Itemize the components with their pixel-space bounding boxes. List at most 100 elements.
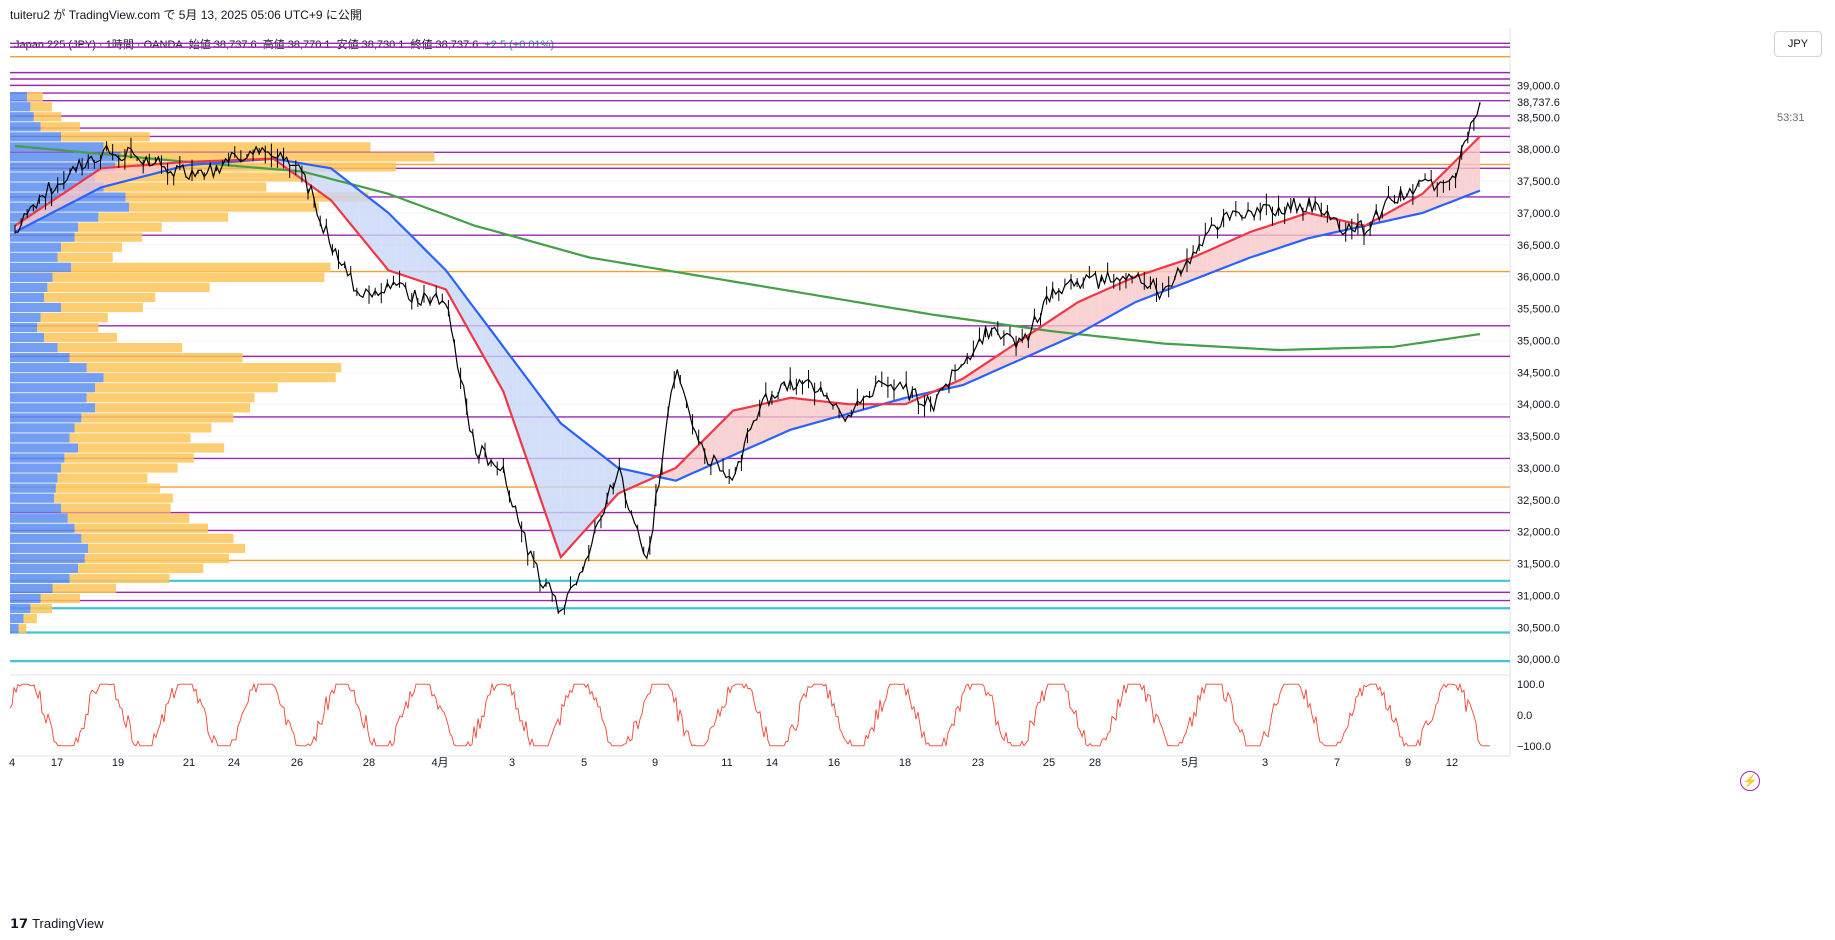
ma-fill-segment <box>769 401 777 440</box>
time-tick-label: 25 <box>1043 757 1055 769</box>
volume-profile-down-bar <box>61 302 143 313</box>
ma-fill-segment <box>488 327 497 379</box>
ma-fill-segment <box>1458 150 1466 199</box>
time-tick-label: 7 <box>1334 757 1340 769</box>
volume-profile-up-bar <box>10 613 24 624</box>
close-value: 38,737.6 <box>435 39 479 51</box>
volume-profile-up-bar <box>10 373 104 383</box>
ma-fill-segment <box>1077 298 1086 335</box>
ma-fill-segment <box>567 428 576 550</box>
time-tick-label: 24 <box>228 757 240 769</box>
ma-fill-segment <box>546 404 554 537</box>
volume-profile-up-bar <box>10 122 41 132</box>
ma-fill-segment <box>496 337 504 392</box>
ma-fill-segment <box>481 318 489 366</box>
volume-profile-down-bar <box>54 493 173 503</box>
volume-profile-down-bar <box>95 403 250 413</box>
low-label: 安値 <box>336 39 359 51</box>
symbol-title[interactable]: Japan 225 (JPY) · 1時間 · OANDA <box>14 39 183 51</box>
ma-fill-segment <box>1322 216 1330 236</box>
volume-profile-down-bar <box>103 373 336 383</box>
time-tick-label: 14 <box>766 757 778 769</box>
volume-profile-down-bar <box>61 463 178 473</box>
ma-fill-segment <box>1293 215 1301 244</box>
ma-fill-segment <box>797 398 805 428</box>
volume-profile-up-bar <box>10 624 19 634</box>
price-tick-label: 32,500.0 <box>1517 495 1560 507</box>
volume-profile-up-bar <box>10 413 82 423</box>
volume-profile-down-bar <box>78 443 225 453</box>
time-tick-label: 28 <box>1089 757 1101 769</box>
ma-fill-segment <box>424 248 432 285</box>
high-value: 38,770.1 <box>287 39 331 51</box>
volume-profile-down-bar <box>69 353 243 363</box>
ma-fill-segment <box>804 399 813 426</box>
oscillator-tick-label: 0.0 <box>1517 710 1532 722</box>
volume-profile-down-bar <box>61 503 171 513</box>
ma-fill-segment <box>309 164 317 190</box>
ma-fill-segment <box>517 365 525 454</box>
ma-fill-segment <box>86 173 94 195</box>
volume-profile-up-bar <box>10 322 38 333</box>
ma-fill-segment <box>1278 220 1287 248</box>
volume-profile-up-bar <box>10 483 56 493</box>
price-tick-label: 35,000.0 <box>1517 335 1560 347</box>
ma-fill-segment <box>1099 289 1107 323</box>
ma-fill-segment <box>1235 235 1244 264</box>
volume-profile-down-bar <box>23 613 37 624</box>
volume-profile-down-bar <box>86 363 342 373</box>
volume-profile-up-bar <box>10 553 85 563</box>
volume-profile-up-bar <box>10 423 75 433</box>
volume-profile-down-bar <box>74 423 212 433</box>
price-tick-label: 36,500.0 <box>1517 240 1560 252</box>
ma-fill-segment <box>1271 222 1279 251</box>
ma-fill-segment <box>560 423 568 558</box>
volume-profile-down-bar <box>33 112 62 122</box>
ma-fill-segment <box>1034 326 1042 354</box>
time-tick-label: 18 <box>899 757 911 769</box>
ma-fill-segment <box>345 179 353 227</box>
volume-profile-down-bar <box>125 192 369 202</box>
ma-fill-segment <box>632 471 640 488</box>
volume-profile-up-bar <box>10 282 48 292</box>
sma-long-line <box>14 144 1481 352</box>
volume-profile-up-bar <box>10 463 61 473</box>
volume-profile-down-bar <box>88 543 246 553</box>
ma-fill-segment <box>733 408 741 456</box>
volume-profile <box>10 92 435 634</box>
volume-profile-up-bar <box>10 272 53 282</box>
volume-profile-up-bar <box>10 563 78 574</box>
ma-fill-segment <box>783 397 791 433</box>
volume-profile-up-bar <box>10 262 72 272</box>
volume-profile-down-bar <box>81 413 234 423</box>
change-value: +2.5 (+0.01%) <box>484 39 555 51</box>
volume-profile-up-bar <box>10 403 95 413</box>
volume-profile-down-bar <box>98 212 229 222</box>
price-tick-label: 38,000.0 <box>1517 144 1560 156</box>
volume-profile-up-bar <box>10 102 31 112</box>
currency-button[interactable]: JPY <box>1774 31 1822 57</box>
price-tick-label: 30,500.0 <box>1517 622 1560 634</box>
price-tick-label: 31,500.0 <box>1517 559 1560 571</box>
ma-fill-segment <box>1199 251 1208 278</box>
volume-profile-up-bar <box>10 172 95 182</box>
ma-fill-segment <box>1472 136 1480 194</box>
ma-fill-segment <box>589 445 597 526</box>
volume-profile-down-bar <box>61 132 150 142</box>
price-tick-label: 37,500.0 <box>1517 176 1560 188</box>
volume-profile-up-bar <box>10 453 65 463</box>
volume-profile-up-bar <box>10 353 70 363</box>
volume-profile-up-bar <box>10 543 89 553</box>
close-label: 終値 <box>410 39 433 51</box>
lightning-icon[interactable]: ⚡ <box>1740 771 1760 791</box>
ma-fill-segment <box>79 177 87 199</box>
volume-profile-down-bar <box>27 92 43 102</box>
ma-fill-segment <box>819 401 827 422</box>
time-tick-label: 26 <box>291 757 303 769</box>
ma-fill-segment <box>431 255 439 288</box>
ma-fill-segment <box>338 173 346 218</box>
ma-fill-segment <box>129 165 138 180</box>
time-tick-label: 11 <box>721 757 732 769</box>
volume-profile-down-bar <box>86 393 255 403</box>
